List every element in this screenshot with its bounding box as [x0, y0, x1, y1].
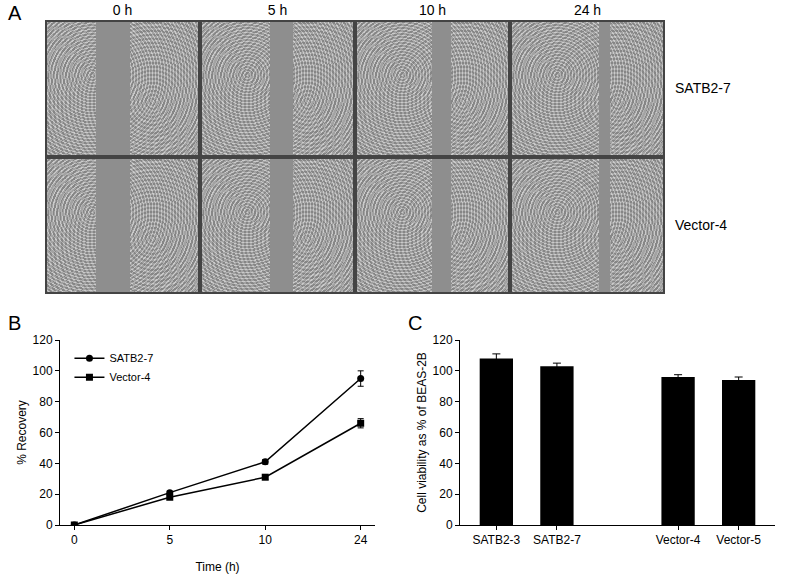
- html-text:B: B: [8, 312, 22, 334]
- html-text:SATB2-7: SATB2-7: [675, 79, 731, 96]
- svg-text:120: 120: [433, 333, 453, 347]
- svg-text:Time (h): Time (h): [195, 560, 239, 574]
- svg-text:60: 60: [39, 426, 53, 440]
- svg-text:20: 20: [439, 487, 453, 501]
- html-text:Vector-4: Vector-4: [675, 216, 728, 233]
- html-text:C: C: [408, 312, 423, 334]
- svg-text:SATB2-7: SATB2-7: [533, 533, 581, 547]
- html-text:10 h: 10 h: [418, 2, 447, 18]
- svg-text:80: 80: [39, 395, 53, 409]
- svg-text:120: 120: [33, 333, 53, 347]
- html-text:5 h: 5 h: [267, 2, 288, 18]
- svg-text:Vector-4: Vector-4: [656, 533, 701, 547]
- svg-text:Vector-5: Vector-5: [716, 533, 761, 547]
- svg-text:% Recovery: % Recovery: [15, 400, 29, 465]
- svg-text:0: 0: [71, 533, 78, 547]
- svg-text:Cell viability as % of BEAS-2B: Cell viability as % of BEAS-2B: [415, 352, 429, 513]
- svg-text:0: 0: [446, 518, 453, 532]
- svg-text:20: 20: [39, 487, 53, 501]
- svg-text:40: 40: [439, 457, 453, 471]
- svg-text:60: 60: [439, 426, 453, 440]
- svg-text:10: 10: [259, 533, 273, 547]
- svg-text:SATB2-7: SATB2-7: [109, 352, 153, 364]
- svg-text:Vector-4: Vector-4: [109, 371, 150, 383]
- svg-text:100: 100: [33, 364, 53, 378]
- svg-text:0: 0: [46, 518, 53, 532]
- svg-text:80: 80: [439, 395, 453, 409]
- html-text:A: A: [8, 2, 22, 24]
- svg-text:24: 24: [354, 533, 368, 547]
- svg-text:40: 40: [39, 457, 53, 471]
- svg-text:100: 100: [433, 364, 453, 378]
- svg-text:SATB2-3: SATB2-3: [472, 533, 520, 547]
- svg-text:5: 5: [166, 533, 173, 547]
- html-text:0 h: 0 h: [112, 2, 133, 18]
- html-text:24 h: 24 h: [573, 2, 602, 18]
